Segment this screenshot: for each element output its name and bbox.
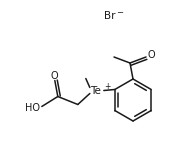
Text: HO: HO [25, 103, 40, 112]
Text: O: O [50, 71, 58, 80]
Text: Te: Te [90, 86, 101, 95]
Text: +: + [104, 82, 111, 91]
Text: −: − [116, 9, 123, 17]
Text: O: O [147, 50, 155, 60]
Text: Br: Br [104, 11, 116, 21]
